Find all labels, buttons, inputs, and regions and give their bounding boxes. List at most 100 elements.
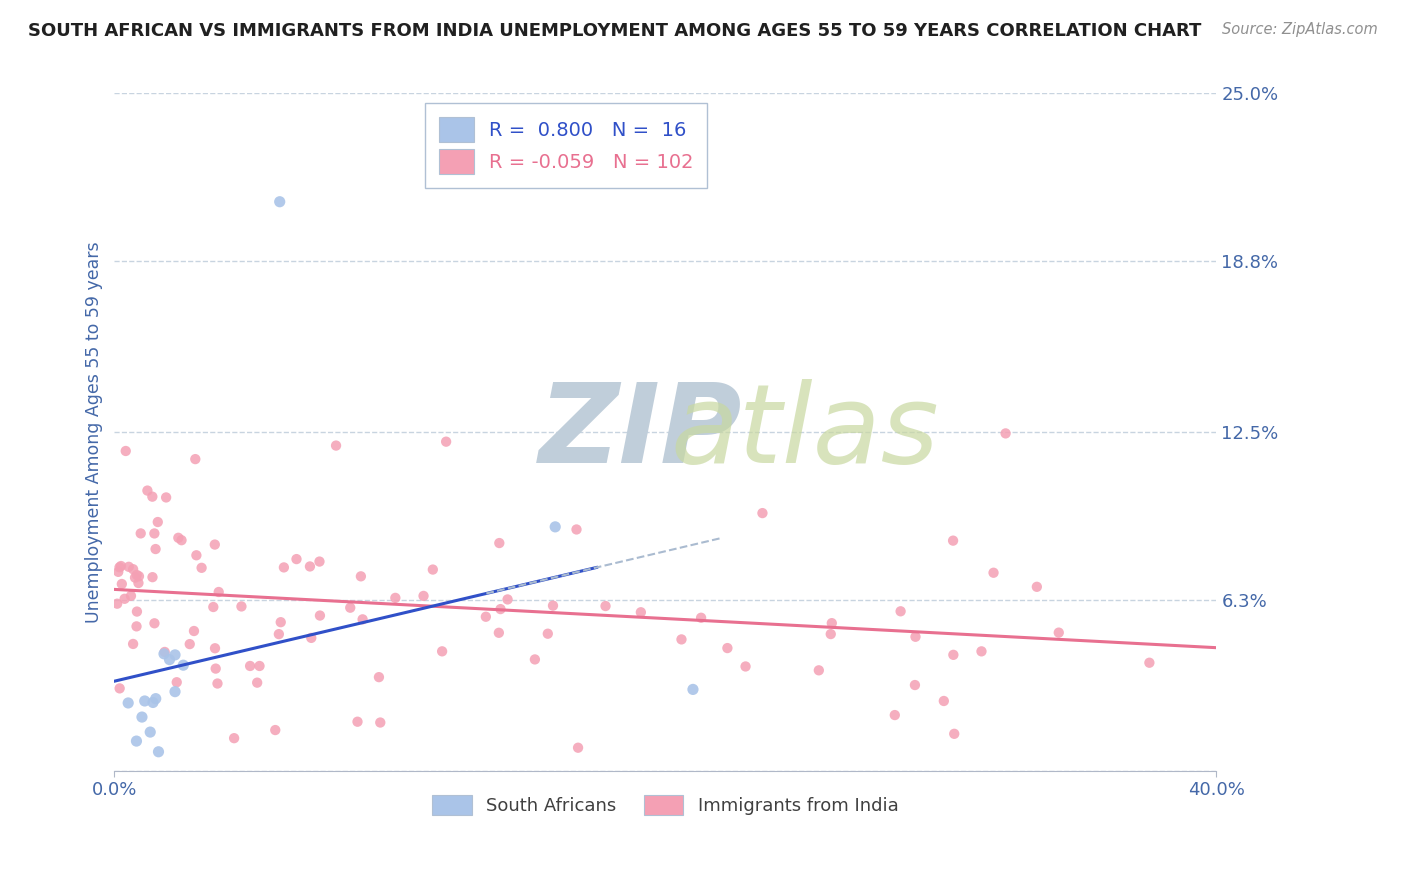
Text: Source: ZipAtlas.com: Source: ZipAtlas.com [1222,22,1378,37]
Point [734,659,756,673]
Point [108,681,131,696]
Point [202,600,225,615]
Point [1137,656,1160,670]
Point [122,637,145,651]
Point [339,600,361,615]
Point [224,731,246,746]
Point [430,644,453,658]
Point [308,555,330,569]
Point [155,491,177,505]
Point [127,576,149,591]
Point [346,714,368,729]
Point [207,676,229,690]
Point [105,597,128,611]
Point [523,652,546,666]
Point [186,549,208,563]
Point [690,611,713,625]
Point [384,591,406,605]
Point [145,691,167,706]
Point [298,559,321,574]
Point [170,533,193,548]
Point [883,708,905,723]
Point [368,670,391,684]
Point [239,659,262,673]
Point [751,506,773,520]
Point [172,658,194,673]
Point [299,631,322,645]
Point [139,725,162,739]
Point [114,591,136,606]
Point [190,561,212,575]
Point [142,696,165,710]
Point [166,675,188,690]
Point [246,675,269,690]
Point [208,585,231,599]
Point [1025,580,1047,594]
Point [682,682,704,697]
Point [124,571,146,585]
Point [270,615,292,630]
Point [932,694,955,708]
Text: ZIP: ZIP [538,378,742,485]
Point [820,627,842,641]
Point [565,523,588,537]
Point [350,569,373,583]
Point [943,727,966,741]
Point [488,536,510,550]
Point [159,652,181,666]
Point [434,434,457,449]
Point [204,641,226,656]
Point [153,645,176,659]
Point [114,444,136,458]
Point [475,609,498,624]
Point [141,490,163,504]
Point [890,604,912,618]
Text: SOUTH AFRICAN VS IMMIGRANTS FROM INDIA UNEMPLOYMENT AMONG AGES 55 TO 59 YEARS CO: SOUTH AFRICAN VS IMMIGRANTS FROM INDIA U… [28,22,1202,40]
Point [110,559,132,574]
Point [983,566,1005,580]
Point [264,723,287,737]
Point [541,599,564,613]
Point [904,630,927,644]
Point [146,515,169,529]
Point [285,552,308,566]
Point [1047,625,1070,640]
Point [488,625,510,640]
Point [942,533,965,548]
Point [183,624,205,638]
Point [716,641,738,656]
Point [136,483,159,498]
Point [970,644,993,658]
Legend: South Africans, Immigrants from India: South Africans, Immigrants from India [425,788,905,822]
Point [273,560,295,574]
Point [567,740,589,755]
Point [153,647,176,661]
Point [148,745,170,759]
Point [368,715,391,730]
Point [269,194,291,209]
Point [143,526,166,541]
Point [412,589,434,603]
Point [352,612,374,626]
Point [163,648,186,662]
Point [630,605,652,619]
Point [125,568,148,582]
Point [120,589,142,603]
Point [537,626,560,640]
Point [249,659,271,673]
Point [163,684,186,698]
Point [595,599,617,613]
Point [108,560,131,574]
Point [141,570,163,584]
Point [125,619,148,633]
Point [118,559,141,574]
Point [821,616,844,631]
Point [167,531,190,545]
Point [111,577,134,591]
Point [309,608,332,623]
Point [496,592,519,607]
Point [122,562,145,576]
Y-axis label: Unemployment Among Ages 55 to 59 years: Unemployment Among Ages 55 to 59 years [86,241,103,623]
Point [942,648,965,662]
Point [489,602,512,616]
